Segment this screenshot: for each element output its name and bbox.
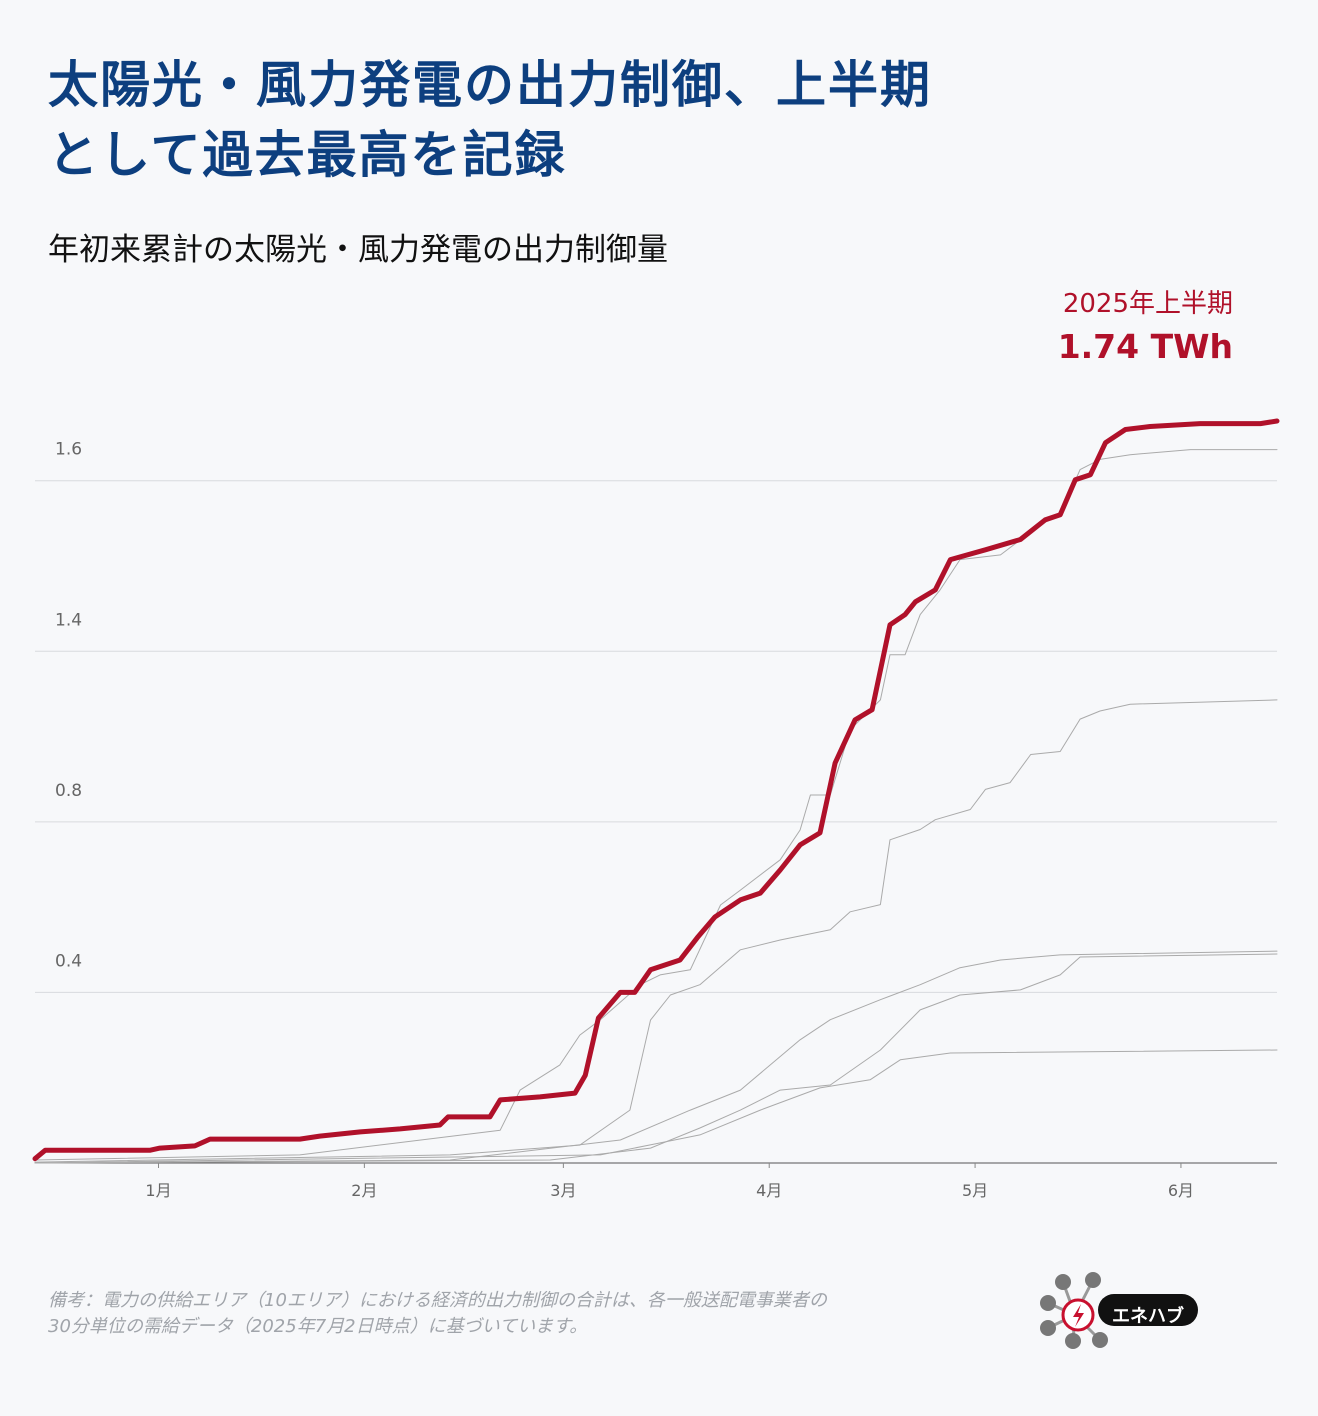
logo: エネハブ [1040, 1272, 1198, 1349]
logo-text: エネハブ [1112, 1305, 1184, 1327]
title: 太陽光・風力発電の出力制御、上半期 として過去最高を記録 [48, 50, 932, 190]
series-line [34, 449, 1278, 1161]
annotation-value: 1.74 TWh [1058, 327, 1233, 366]
y-tick-label: 0.8 [55, 781, 82, 801]
series-line [34, 950, 1278, 1164]
x-tick-label: 1月 [145, 1181, 171, 1200]
y-tick-label: 1.4 [55, 610, 82, 630]
title-line: として過去最高を記録 [48, 126, 567, 184]
title-line: 太陽光・風力発電の出力制御、上半期 [48, 56, 932, 114]
subtitle: 年初来累計の太陽光・風力発電の出力制御量 [48, 232, 668, 268]
note: 備考：電力の供給エリア（10エリア）における経済的出力制御の合計は、各一般送配電… [48, 1288, 827, 1340]
series-line [34, 1049, 1278, 1164]
x-tick-label: 5月 [962, 1181, 988, 1200]
series-line [34, 699, 1278, 1163]
x-tick-label: 3月 [550, 1181, 576, 1200]
x-tick-label: 6月 [1168, 1181, 1194, 1200]
x-tick-label: 4月 [756, 1181, 782, 1200]
y-tick-label: 1.6 [55, 440, 82, 460]
y-tick-label: 0.4 [55, 951, 82, 971]
series-line [32, 418, 1280, 1162]
x-tick-label: 2月 [351, 1181, 377, 1200]
note-line: 30分単位の需給データ（2025年7月2日時点）に基づいています。 [48, 1316, 588, 1337]
series-line [34, 953, 1278, 1164]
note-line: 備考：電力の供給エリア（10エリア）における経済的出力制御の合計は、各一般送配電… [48, 1290, 827, 1311]
annotation-title: 2025年上半期 [1063, 289, 1233, 319]
